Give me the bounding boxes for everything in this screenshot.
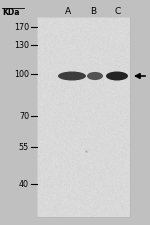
- Ellipse shape: [58, 72, 86, 81]
- Text: 70: 70: [19, 112, 29, 121]
- Text: KDa: KDa: [2, 8, 20, 17]
- Text: B: B: [90, 7, 96, 16]
- Text: 40: 40: [19, 180, 29, 189]
- Ellipse shape: [106, 72, 128, 81]
- Bar: [37, 18, 130, 217]
- Text: A: A: [65, 7, 71, 16]
- Text: 130: 130: [14, 41, 29, 50]
- Ellipse shape: [87, 73, 103, 81]
- Text: C: C: [115, 7, 121, 16]
- Text: 170: 170: [14, 23, 29, 32]
- Text: 100: 100: [14, 70, 29, 79]
- Text: 55: 55: [19, 143, 29, 152]
